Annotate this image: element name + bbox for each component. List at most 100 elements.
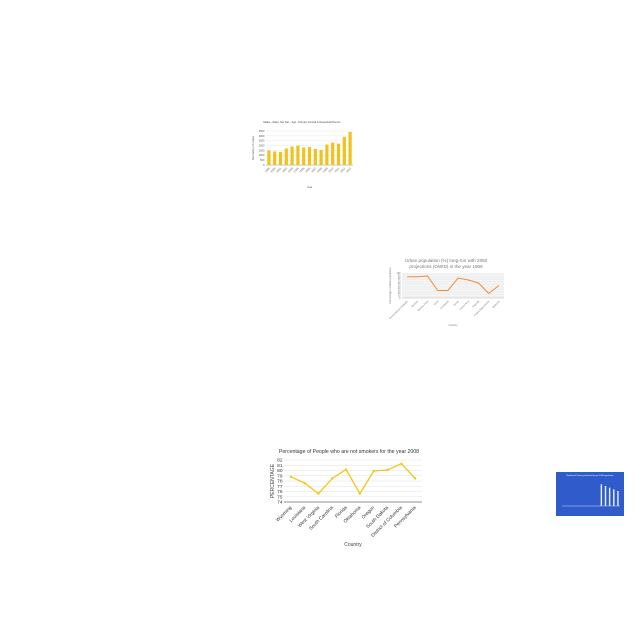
chart-c-svg: Percentage of People who are not smokers… xyxy=(270,449,422,548)
y-tick-label: 1000 xyxy=(259,153,265,157)
chart-title: Males - Ratio, Net Sal. - Age - Primary … xyxy=(263,120,341,124)
x-tick-label: Malaysia xyxy=(492,300,501,309)
x-tick-label: 1999 xyxy=(264,166,271,173)
y-tick-label: 3000 xyxy=(259,134,265,138)
chart-d-svg: Number of Tertiary professionals per 100… xyxy=(562,474,620,507)
chart-male-net-salary: Males - Ratio, Net Sal. - Age - Primary … xyxy=(246,118,358,190)
data-point xyxy=(331,477,334,480)
bar xyxy=(284,148,288,165)
x-tick-label: Chad xyxy=(433,300,440,307)
series-line xyxy=(407,275,500,295)
x-tick-label: Bahrain xyxy=(411,300,419,308)
bar xyxy=(325,144,329,165)
x-tick-label: Puerto Rico xyxy=(459,300,470,311)
y-tick-label: 2000 xyxy=(259,143,265,147)
data-point xyxy=(317,492,320,495)
bar xyxy=(604,486,607,506)
bar xyxy=(319,149,323,165)
x-tick-label: 2012 xyxy=(339,166,346,173)
y-tick-label: 82 xyxy=(277,458,283,464)
data-point xyxy=(303,481,306,485)
x-tick-label: 2004 xyxy=(293,166,300,173)
y-tick-label: 0 xyxy=(263,163,265,167)
chart-tertiary-professionals: Number of Tertiary professionals per 100… xyxy=(556,472,624,516)
data-point xyxy=(372,469,375,473)
data-point xyxy=(344,468,348,471)
y-tick-label: 40 xyxy=(398,287,401,290)
y-tick-label: 3500 xyxy=(259,129,265,133)
x-tick-label: Cambodia xyxy=(440,300,450,310)
x-tick-label: 2006 xyxy=(304,166,311,173)
data-point xyxy=(413,477,417,480)
bar xyxy=(600,484,603,506)
data-point xyxy=(400,462,403,465)
chart-b-svg: Urban population (%) long-run with 2050p… xyxy=(388,258,504,327)
y-tick-label: 70 xyxy=(398,279,401,282)
y-tick-label: 76 xyxy=(277,489,283,495)
x-tick-label: 2005 xyxy=(298,166,305,173)
y-tick-label: 0 xyxy=(399,297,401,300)
bar xyxy=(348,131,352,165)
x-tick-label: South Carolina xyxy=(308,505,335,532)
y-axis-label: Percentage of urban population xyxy=(388,267,392,304)
x-axis-label: Year xyxy=(307,185,313,189)
y-axis-label: PERCENTAGE xyxy=(270,463,276,498)
chart-title: Number of Tertiary professionals per 100… xyxy=(567,474,614,477)
y-tick-label: 80 xyxy=(398,277,401,280)
y-tick-label: 77 xyxy=(277,484,283,490)
bar xyxy=(342,136,346,165)
x-tick-label: 2013 xyxy=(345,166,352,173)
x-tick-label: 2009 xyxy=(322,166,329,173)
y-tick-label: 100 xyxy=(397,272,402,275)
y-tick-label: 50 xyxy=(398,284,401,287)
x-axis-label: Country xyxy=(344,542,362,548)
bar xyxy=(313,148,317,165)
data-point xyxy=(358,492,362,495)
x-tick-label: 2010 xyxy=(327,166,334,173)
bar xyxy=(331,142,335,165)
bar xyxy=(278,151,283,165)
x-tick-label: Rwanda xyxy=(472,300,481,309)
x-tick-label: 2001 xyxy=(275,166,282,173)
x-tick-label: 2000 xyxy=(269,166,276,173)
series-line xyxy=(290,462,416,495)
bar xyxy=(617,491,619,506)
chart-title: projections (OWID) in the year 1966 xyxy=(409,264,483,269)
y-tick-label: 81 xyxy=(277,463,283,469)
bar xyxy=(273,151,277,165)
y-tick-label: 1500 xyxy=(259,148,265,152)
y-tick-label: 80 xyxy=(277,468,283,474)
bar xyxy=(267,150,271,165)
bar xyxy=(307,147,312,165)
bar xyxy=(290,146,294,165)
data-point xyxy=(289,475,293,478)
y-tick-label: 20 xyxy=(398,292,401,295)
y-tick-label: 500 xyxy=(260,158,265,162)
y-tick-label: 60 xyxy=(398,282,401,285)
x-tick-label: Burkina Faso xyxy=(417,300,430,313)
chart-title: Percentage of People who are not smokers… xyxy=(279,449,419,455)
y-axis-label: Net salary of males xyxy=(251,135,255,160)
chart-title: Urban population (%) long-run with 2050 xyxy=(405,258,488,263)
y-tick-label: 90 xyxy=(398,274,401,277)
x-tick-label: 2007 xyxy=(310,166,317,173)
y-tick-label: 79 xyxy=(277,473,283,479)
data-point xyxy=(386,468,389,472)
x-tick-label: 2008 xyxy=(316,166,323,173)
chart-urban-population: Urban population (%) long-run with 2050 p… xyxy=(384,256,508,328)
bar xyxy=(613,489,615,506)
bar xyxy=(302,147,306,165)
y-tick-label: 10 xyxy=(398,294,401,297)
bar xyxy=(296,145,300,165)
y-tick-label: 2500 xyxy=(259,139,265,143)
bar xyxy=(608,487,611,506)
x-tick-label: Oman xyxy=(453,300,460,307)
x-tick-label: 2011 xyxy=(333,166,340,173)
y-tick-label: 75 xyxy=(277,494,283,500)
chart-a-svg: Males - Ratio, Net Sal. - Age - Primary … xyxy=(251,120,353,189)
bar xyxy=(336,143,341,165)
x-tick-label: 2002 xyxy=(281,166,288,173)
x-tick-label: 2003 xyxy=(287,166,294,173)
y-tick-label: 78 xyxy=(277,479,283,485)
y-tick-label: 74 xyxy=(277,500,283,506)
